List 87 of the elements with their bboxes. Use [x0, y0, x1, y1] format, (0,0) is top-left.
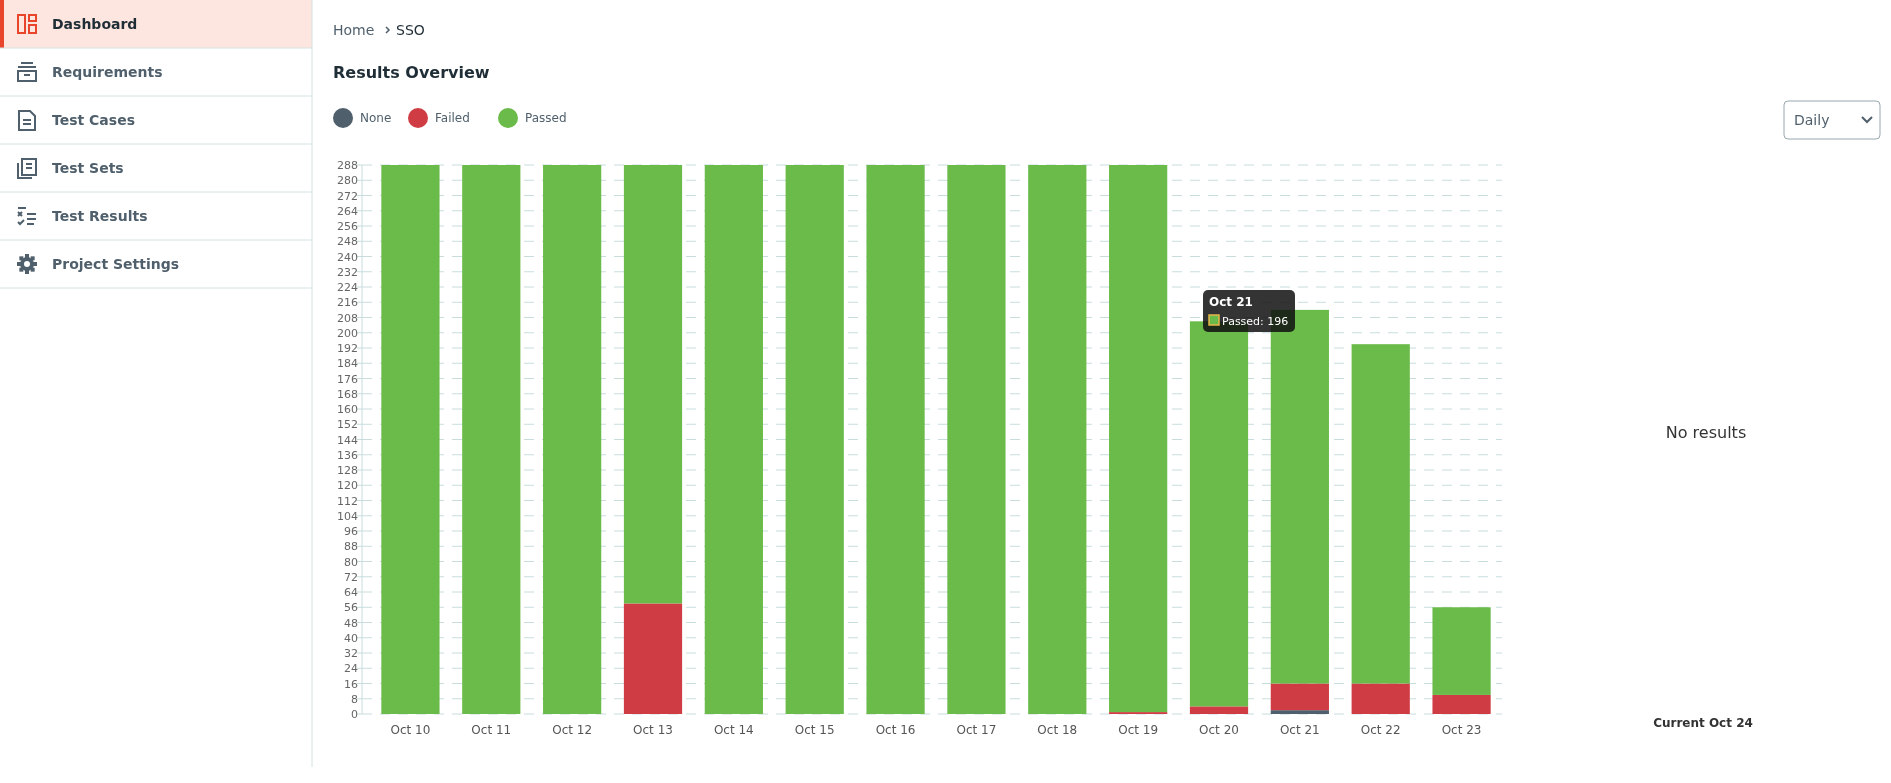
bar	[704, 165, 763, 714]
bar	[1432, 694, 1491, 714]
text: SSO	[396, 22, 425, 38]
bar	[947, 165, 1006, 714]
x-tick-label: Oct 23	[1441, 723, 1482, 737]
y-tick-label: 256	[337, 220, 358, 233]
y-tick-label: 288	[337, 159, 358, 172]
bar	[543, 165, 602, 714]
x-tick-label: Oct 10	[390, 723, 431, 737]
y-tick-label: 216	[337, 296, 358, 310]
y-tick-label: 272	[337, 189, 358, 203]
text: No results	[1665, 423, 1747, 442]
y-tick-label: 200	[337, 326, 358, 340]
bar	[1270, 309, 1329, 684]
x-tick-label: Oct 14	[713, 723, 754, 737]
x-tick-label: Oct 19	[1118, 723, 1159, 737]
y-tick-label: 0	[351, 708, 358, 721]
bar	[381, 165, 440, 714]
y-tick-label: 32	[344, 647, 358, 660]
y-tick-label: 136	[337, 448, 358, 462]
bar	[866, 165, 925, 714]
y-tick-label: 88	[344, 540, 358, 554]
y-tick-label: 176	[337, 372, 358, 386]
y-tick-label: 80	[344, 555, 358, 569]
y-tick-label: 240	[337, 250, 358, 264]
y-tick-label: 144	[337, 433, 358, 447]
y-tick-label: 152	[337, 418, 358, 432]
legend-label: Passed	[525, 111, 567, 125]
y-tick-label: 24	[344, 662, 358, 676]
y-tick-label: 232	[337, 265, 358, 279]
text: Current Oct 24	[1653, 716, 1753, 730]
y-tick-label: 184	[337, 357, 358, 371]
text: Test Cases	[52, 112, 135, 128]
bar	[1351, 683, 1410, 714]
y-tick-label: 48	[344, 616, 358, 630]
y-tick-label: 112	[337, 494, 358, 508]
y-tick-label: 168	[337, 387, 358, 401]
y-tick-label: 16	[344, 677, 358, 691]
text: Test Results	[52, 208, 148, 224]
bar	[1189, 706, 1249, 714]
y-tick-label: 72	[344, 570, 358, 584]
legend-label: Failed	[435, 111, 470, 125]
x-tick-label: Oct 21	[1279, 723, 1320, 737]
bar	[462, 165, 521, 714]
y-tick-label: 64	[344, 586, 358, 599]
y-tick-label: 192	[337, 342, 358, 355]
text: Daily	[1794, 112, 1830, 128]
y-tick-label: 96	[344, 525, 358, 538]
y-tick-label: 208	[337, 311, 358, 325]
x-tick-label: Oct 17	[956, 723, 997, 737]
y-tick-label: 224	[337, 281, 358, 294]
text: Requirements	[52, 64, 163, 80]
x-tick-label: Oct 12	[552, 723, 593, 737]
y-tick-label: 128	[337, 464, 358, 477]
x-tick-label: Oct 22	[1360, 723, 1401, 737]
text: Project Settings	[52, 256, 180, 272]
annotation: Passed: 196	[1222, 315, 1289, 328]
bar	[1351, 344, 1410, 684]
y-tick-label: 120	[337, 479, 358, 493]
y-tick-label: 40	[344, 631, 358, 645]
bar	[623, 165, 683, 604]
x-tick-label: Oct 13	[633, 723, 673, 737]
text: Home	[333, 22, 375, 38]
chart-title: Results Overview	[333, 63, 490, 82]
bar	[1270, 710, 1329, 714]
y-tick-label: 56	[344, 601, 358, 615]
bar	[785, 165, 844, 714]
y-tick-label: 104	[337, 509, 358, 523]
bar	[1270, 683, 1329, 711]
x-tick-label: Oct 15	[794, 723, 835, 737]
y-tick-label: 280	[337, 174, 358, 188]
y-tick-label: 248	[337, 235, 358, 249]
x-tick-label: Oct 16	[875, 723, 916, 737]
y-tick-label: 264	[337, 204, 358, 218]
y-tick-label: 8	[351, 692, 358, 706]
legend-label: None	[360, 111, 392, 125]
x-tick-label: Oct 18	[1037, 723, 1078, 737]
x-tick-label: Oct 11	[471, 723, 512, 737]
bar	[1432, 607, 1491, 695]
y-tick-label: 160	[337, 403, 358, 416]
bar	[623, 603, 683, 714]
x-tick-label: Oct 20	[1199, 723, 1239, 737]
bar	[1109, 165, 1168, 713]
bar	[1028, 165, 1087, 714]
text: Test Sets	[52, 160, 124, 176]
annotation: Oct 21	[1209, 295, 1253, 309]
text: Dashboard	[52, 16, 138, 32]
